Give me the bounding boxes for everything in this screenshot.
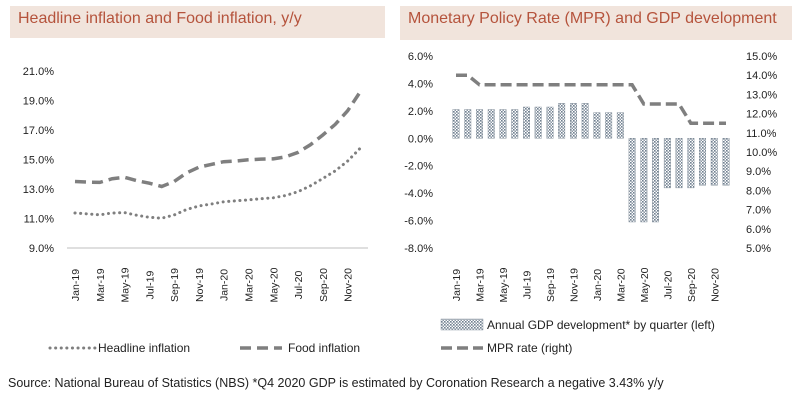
y-right-tick-label: 7.0% (746, 205, 771, 217)
headline-inflation-line (73, 146, 362, 220)
gdp-bar (652, 138, 659, 223)
y-tick-label: 13.0% (23, 184, 54, 196)
y-tick-label: 19.0% (23, 96, 54, 108)
x-tick-label: Mar-20 (615, 268, 627, 301)
x-tick-label: May-20 (639, 267, 651, 302)
y-right-tick-label: 9.0% (746, 166, 771, 178)
y-right-tick-label: 6.0% (746, 224, 771, 236)
x-tick-label: Nov-20 (709, 268, 721, 302)
x-tick-label: Nov-19 (194, 268, 206, 302)
y-right-tick-label: 13.0% (746, 89, 777, 101)
y-left-tick-label: 6.0% (408, 51, 433, 63)
gdp-bar (476, 109, 483, 139)
gdp-bar (581, 103, 589, 139)
y-right-tick-label: 15.0% (746, 51, 777, 63)
x-tick-label: Sep-20 (318, 268, 330, 302)
right-chart-title: Monetary Policy Rate (MPR) and GDP devel… (400, 6, 792, 40)
x-tick-label: May-20 (268, 267, 280, 302)
y-tick-label: 11.0% (24, 214, 55, 226)
x-tick-label: Mar-19 (95, 268, 107, 301)
legend-label-mpr: MPR rate (right) (487, 341, 572, 355)
gdp-bar (605, 112, 613, 139)
y-left-tick-label: 2.0% (408, 106, 433, 118)
mpr-gdp-chart: -8.0% -6.0% -4.0% -2.0% 0.0% 2.0% 4.0% 6.0% 5.0%… (404, 51, 777, 355)
x-tick-label: Sep-19 (545, 268, 557, 302)
y-right-tick-label: 5.0% (746, 243, 771, 255)
gdp-bar (570, 103, 577, 139)
gdp-bar (628, 138, 636, 223)
y-tick-label: 17.0% (23, 125, 54, 137)
gdp-bar (499, 109, 507, 139)
legend-label-gdp: Annual GDP development* by quarter (left… (487, 318, 715, 332)
legend-label-food: Food inflation (288, 341, 360, 355)
legend-label-headline: Headline inflation (98, 341, 190, 355)
gdp-bar (546, 106, 554, 139)
y-left-tick-label: 0.0% (408, 133, 433, 145)
legend-swatch-gdp (440, 318, 484, 331)
y-right-tick-label: 11.0% (746, 128, 777, 140)
mpr-rate-line (456, 73, 726, 125)
x-tick-label: Nov-19 (568, 268, 580, 302)
x-tick-label: Jul-20 (293, 271, 305, 300)
gdp-bar (511, 109, 519, 139)
x-tick-label: Jan-20 (592, 269, 604, 301)
gdp-bar (593, 112, 601, 139)
gdp-bar (464, 109, 472, 139)
y-left-tick-label: -2.0% (404, 161, 433, 173)
y-tick-label: 21.0% (23, 66, 54, 78)
food-inflation-line (74, 91, 362, 189)
y-left-tick-label: -4.0% (404, 188, 433, 200)
y-right-tick-label: 8.0% (746, 185, 771, 197)
gdp-bar (558, 103, 566, 139)
gdp-bar (523, 106, 530, 139)
x-tick-label: Jul-19 (144, 271, 156, 300)
gdp-bar (699, 138, 706, 186)
y-right-tick-label: 12.0% (746, 109, 777, 121)
gdp-bar (675, 138, 683, 189)
y-tick-label: 9.0% (29, 243, 54, 255)
x-tick-label: Nov-20 (343, 268, 355, 302)
gdp-bar (534, 106, 542, 139)
y-left-tick-label: 4.0% (408, 78, 433, 90)
y-left-tick-label: -8.0% (404, 243, 433, 255)
x-tick-label: Jan-20 (219, 269, 231, 301)
x-tick-label: May-19 (498, 267, 510, 302)
x-tick-label: Jan-19 (451, 269, 463, 301)
gdp-bar (687, 138, 695, 189)
x-tick-label: Mar-20 (243, 268, 255, 301)
gdp-bar (452, 109, 460, 139)
inflation-chart: 9.0% 11.0% 13.0% 15.0% 17.0% 19.0% 21.0% Jan-19… (23, 66, 368, 355)
gdp-bar (487, 109, 495, 139)
x-tick-label: Jan-19 (70, 269, 82, 301)
left-chart-title: Headline inflation and Food inflation, y… (10, 6, 385, 38)
x-tick-label: Jul-19 (521, 271, 533, 300)
y-tick-label: 15.0% (23, 155, 54, 167)
source-note: Source: National Bureau of Statistics (N… (8, 376, 664, 390)
x-tick-label: Sep-19 (169, 268, 181, 302)
gdp-bar (663, 138, 671, 189)
y-left-tick-label: -6.0% (404, 216, 433, 228)
gdp-bar (616, 112, 624, 139)
x-tick-label: Sep-20 (686, 268, 698, 302)
gdp-bar (640, 138, 648, 223)
x-tick-label: May-19 (120, 267, 132, 302)
y-right-tick-label: 10.0% (746, 147, 777, 159)
x-tick-label: Jul-20 (662, 271, 674, 300)
y-right-tick-label: 14.0% (746, 70, 777, 82)
x-tick-label: Mar-19 (474, 268, 486, 301)
gdp-bar (722, 138, 730, 186)
gdp-bar (710, 138, 718, 186)
